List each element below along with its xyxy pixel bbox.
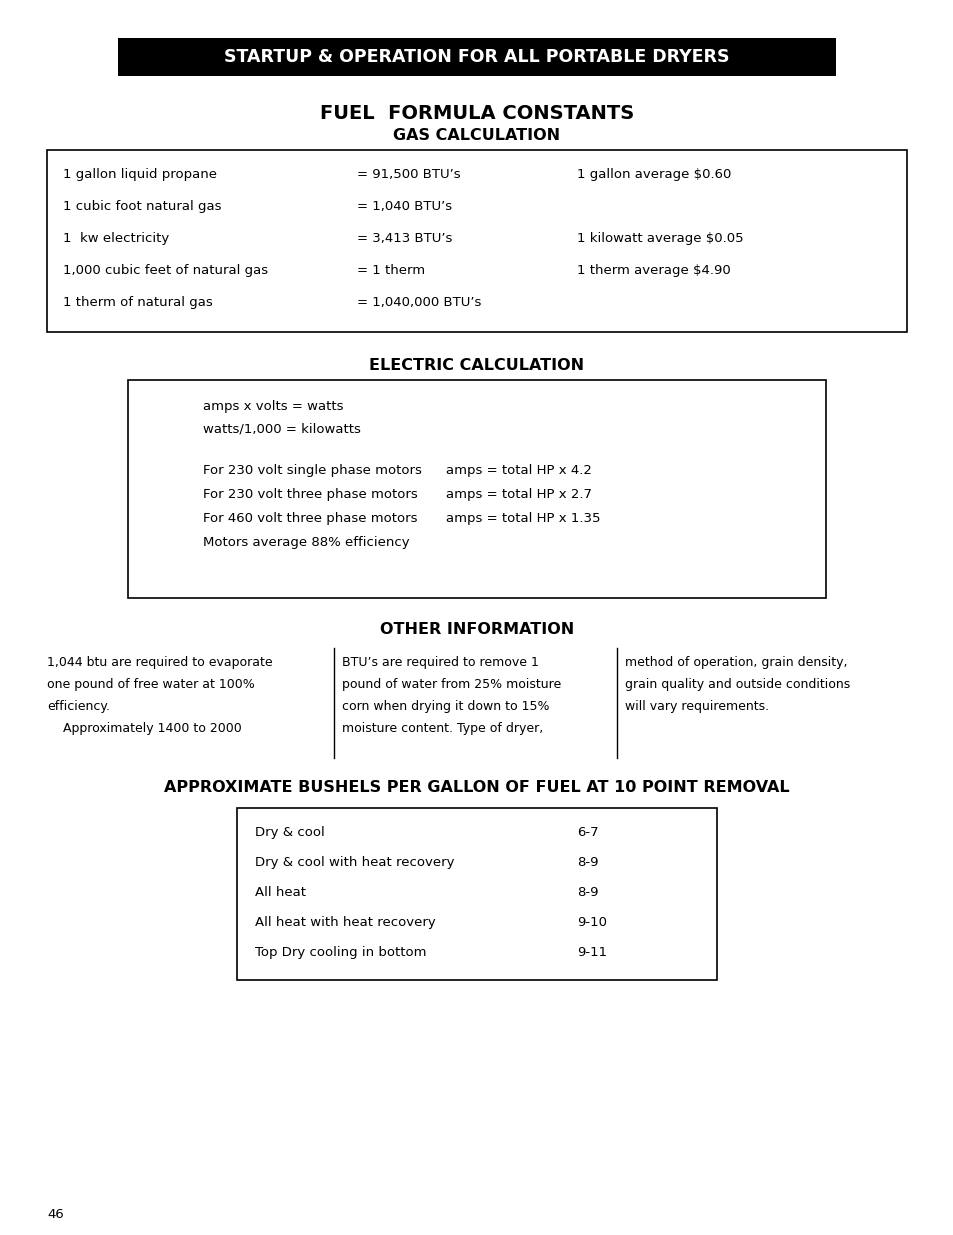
Bar [236,808,717,981]
Text: For 460 volt three phase motors: For 460 volt three phase motors [203,513,417,525]
Text: GAS CALCULATION: GAS CALCULATION [393,128,560,143]
Text: one pound of free water at 100%: one pound of free water at 100% [47,678,254,692]
Text: = 1 therm: = 1 therm [356,264,425,277]
Bar [128,380,825,598]
Text: efficiency.: efficiency. [47,700,110,713]
Text: 6-7: 6-7 [577,826,598,839]
Text: amps x volts = watts: amps x volts = watts [203,400,343,412]
Text: 8-9: 8-9 [577,885,598,899]
Text: For 230 volt three phase motors: For 230 volt three phase motors [203,488,417,501]
Bar [47,149,906,332]
Text: amps = total HP x 2.7: amps = total HP x 2.7 [446,488,592,501]
Text: 9-10: 9-10 [577,916,606,929]
Text: Motors average 88% efficiency: Motors average 88% efficiency [203,536,409,550]
Text: OTHER INFORMATION: OTHER INFORMATION [379,622,574,637]
Text: = 3,413 BTU’s: = 3,413 BTU’s [356,232,452,245]
Text: pound of water from 25% moisture: pound of water from 25% moisture [341,678,560,692]
Text: = 91,500 BTU’s: = 91,500 BTU’s [356,168,460,182]
Bar [118,38,835,77]
Text: 1 gallon liquid propane: 1 gallon liquid propane [63,168,216,182]
Text: 1,000 cubic feet of natural gas: 1,000 cubic feet of natural gas [63,264,268,277]
Text: Top Dry cooling in bottom: Top Dry cooling in bottom [254,946,426,960]
Text: amps = total HP x 4.2: amps = total HP x 4.2 [446,464,591,477]
Text: 1  kw electricity: 1 kw electricity [63,232,169,245]
Text: 9-11: 9-11 [577,946,606,960]
Text: = 1,040 BTU’s: = 1,040 BTU’s [356,200,452,212]
Text: corn when drying it down to 15%: corn when drying it down to 15% [341,700,549,713]
Text: Dry & cool: Dry & cool [254,826,324,839]
Text: For 230 volt single phase motors: For 230 volt single phase motors [203,464,421,477]
Text: moisture content. Type of dryer,: moisture content. Type of dryer, [341,722,542,735]
Text: BTU’s are required to remove 1: BTU’s are required to remove 1 [341,656,538,669]
Text: amps = total HP x 1.35: amps = total HP x 1.35 [446,513,599,525]
Text: Dry & cool with heat recovery: Dry & cool with heat recovery [254,856,454,869]
Text: All heat: All heat [254,885,306,899]
Text: grain quality and outside conditions: grain quality and outside conditions [624,678,849,692]
Text: method of operation, grain density,: method of operation, grain density, [624,656,846,669]
Text: 46: 46 [47,1208,64,1221]
Text: 8-9: 8-9 [577,856,598,869]
Text: Approximately 1400 to 2000: Approximately 1400 to 2000 [47,722,241,735]
Text: watts/1,000 = kilowatts: watts/1,000 = kilowatts [203,422,360,435]
Text: 1,044 btu are required to evaporate: 1,044 btu are required to evaporate [47,656,273,669]
Text: STARTUP & OPERATION FOR ALL PORTABLE DRYERS: STARTUP & OPERATION FOR ALL PORTABLE DRY… [224,48,729,65]
Text: 1 therm of natural gas: 1 therm of natural gas [63,296,213,309]
Text: 1 therm average $4.90: 1 therm average $4.90 [577,264,730,277]
Text: 1 kilowatt average $0.05: 1 kilowatt average $0.05 [577,232,742,245]
Text: 1 gallon average $0.60: 1 gallon average $0.60 [577,168,731,182]
Text: ELECTRIC CALCULATION: ELECTRIC CALCULATION [369,358,584,373]
Text: = 1,040,000 BTU’s: = 1,040,000 BTU’s [356,296,481,309]
Text: All heat with heat recovery: All heat with heat recovery [254,916,436,929]
Text: will vary requirements.: will vary requirements. [624,700,768,713]
Text: 1 cubic foot natural gas: 1 cubic foot natural gas [63,200,221,212]
Text: APPROXIMATE BUSHELS PER GALLON OF FUEL AT 10 POINT REMOVAL: APPROXIMATE BUSHELS PER GALLON OF FUEL A… [164,781,789,795]
Text: FUEL  FORMULA CONSTANTS: FUEL FORMULA CONSTANTS [319,104,634,124]
